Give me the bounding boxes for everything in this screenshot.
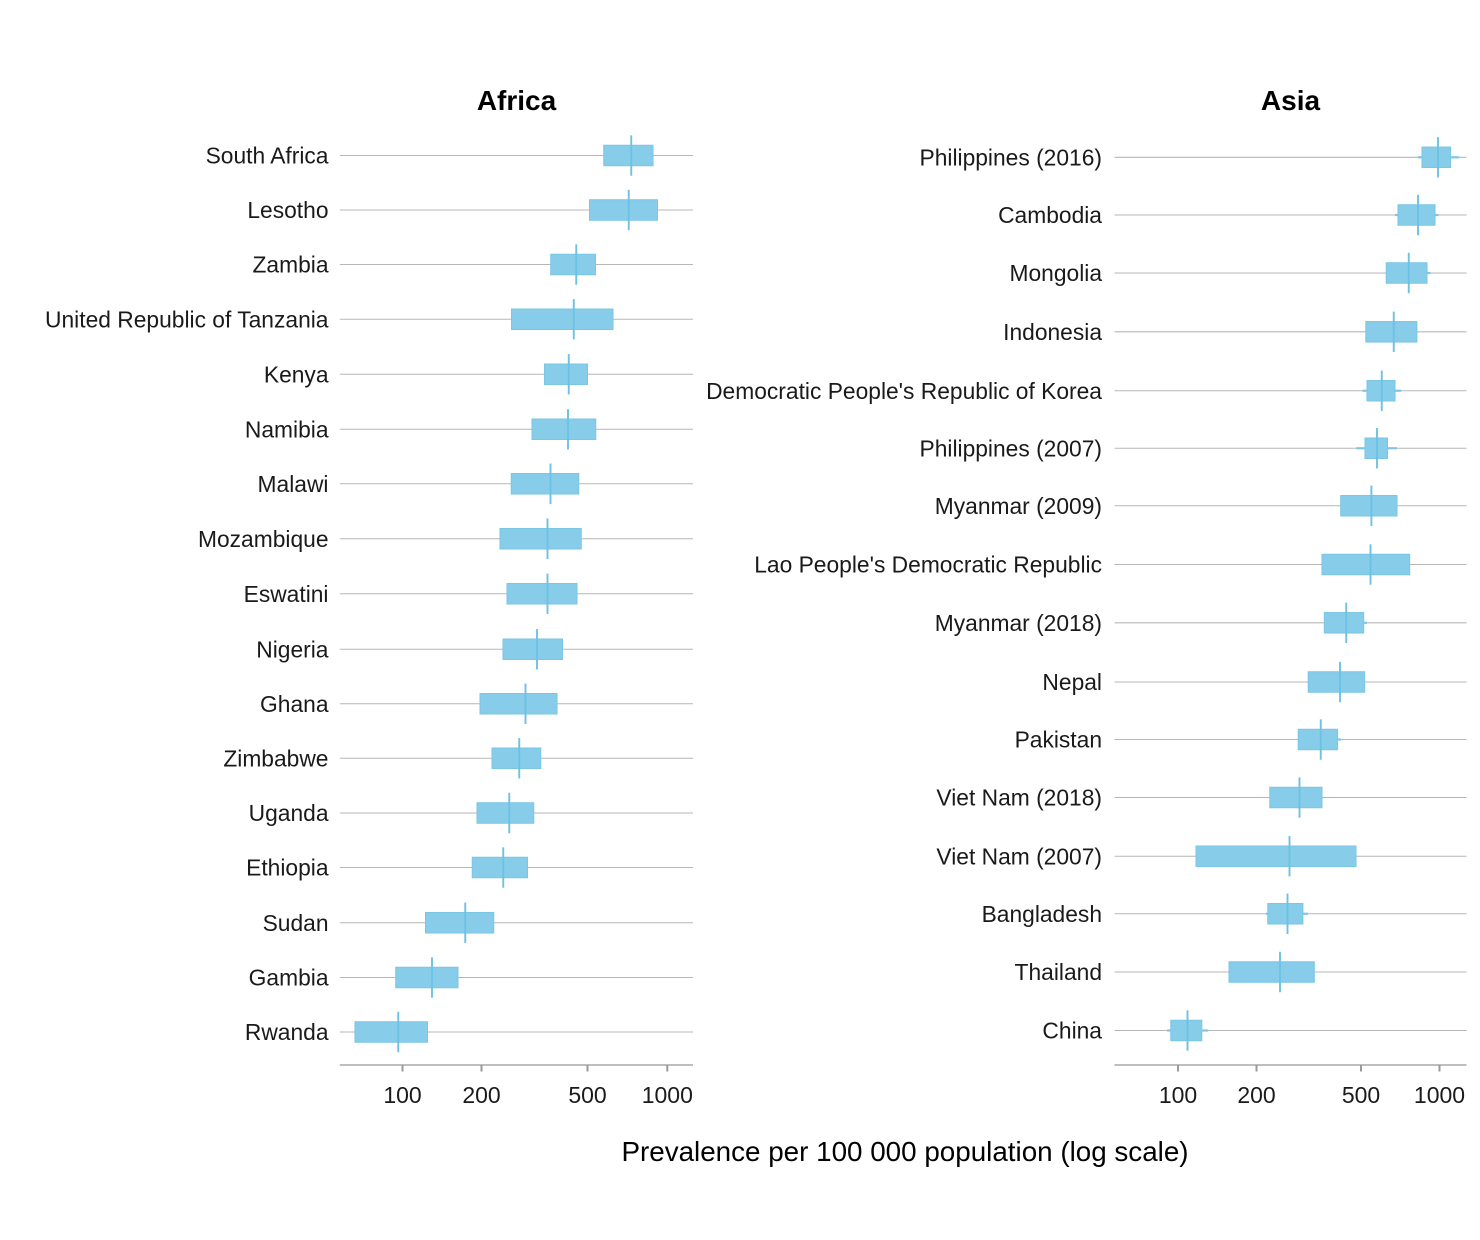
svg-text:Lesotho: Lesotho (247, 197, 328, 223)
svg-text:1000: 1000 (1414, 1082, 1465, 1108)
svg-text:Gambia: Gambia (249, 965, 329, 991)
svg-text:Nepal: Nepal (1042, 669, 1102, 695)
svg-text:1000: 1000 (642, 1082, 693, 1108)
svg-text:Cambodia: Cambodia (998, 202, 1102, 228)
svg-text:500: 500 (568, 1082, 606, 1108)
svg-text:Philippines (2016): Philippines (2016) (920, 144, 1103, 170)
svg-text:Indonesia: Indonesia (1003, 319, 1102, 345)
svg-text:Mongolia: Mongolia (1009, 260, 1102, 286)
svg-text:Uganda: Uganda (249, 800, 329, 826)
svg-text:Pakistan: Pakistan (1015, 727, 1102, 753)
svg-text:Viet Nam (2018): Viet Nam (2018) (936, 785, 1102, 811)
svg-text:Myanmar (2009): Myanmar (2009) (935, 493, 1102, 519)
svg-text:Rwanda: Rwanda (245, 1019, 329, 1045)
svg-text:Ghana: Ghana (260, 691, 329, 717)
svg-text:500: 500 (1342, 1082, 1380, 1108)
svg-text:China: China (1042, 1018, 1102, 1044)
svg-text:United Republic of Tanzania: United Republic of Tanzania (45, 306, 329, 332)
svg-text:Zambia: Zambia (252, 252, 328, 278)
svg-text:Democratic People's Republic o: Democratic People's Republic of Korea (706, 378, 1102, 404)
svg-text:Myanmar (2018): Myanmar (2018) (935, 610, 1102, 636)
svg-text:Namibia: Namibia (245, 416, 329, 442)
svg-text:Eswatini: Eswatini (244, 581, 329, 607)
svg-text:Bangladesh: Bangladesh (982, 901, 1102, 927)
svg-text:South Africa: South Africa (206, 143, 329, 169)
svg-text:Ethiopia: Ethiopia (246, 855, 329, 881)
svg-text:Nigeria: Nigeria (256, 636, 329, 662)
svg-text:Zimbabwe: Zimbabwe (223, 745, 328, 771)
svg-text:Malawi: Malawi (258, 471, 329, 497)
svg-text:100: 100 (383, 1082, 421, 1108)
svg-text:Asia: Asia (1261, 85, 1321, 116)
svg-text:200: 200 (1237, 1082, 1275, 1108)
svg-text:Sudan: Sudan (263, 910, 329, 936)
svg-text:Lao People's Democratic Republ: Lao People's Democratic Republic (754, 552, 1102, 578)
svg-text:Kenya: Kenya (264, 361, 329, 387)
svg-text:100: 100 (1159, 1082, 1197, 1108)
svg-text:Prevalence per 100 000 populat: Prevalence per 100 000 population (log s… (621, 1136, 1188, 1167)
svg-text:Africa: Africa (477, 85, 557, 116)
svg-text:Philippines (2007): Philippines (2007) (920, 435, 1103, 461)
svg-text:Thailand: Thailand (1015, 959, 1102, 985)
svg-text:Viet Nam (2007): Viet Nam (2007) (936, 843, 1102, 869)
svg-text:Mozambique: Mozambique (198, 526, 329, 552)
svg-text:200: 200 (462, 1082, 500, 1108)
